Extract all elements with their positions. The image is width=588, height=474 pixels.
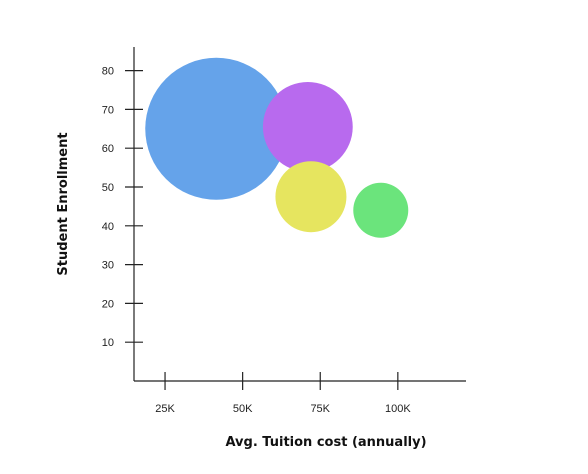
bubble-2 — [262, 81, 353, 172]
y-tick-label: 70 — [102, 104, 114, 116]
y-axis-title: Student Enrollment — [56, 132, 71, 275]
bubble-layer — [145, 57, 409, 238]
y-tick-label: 20 — [102, 298, 114, 310]
x-tick-label: 75K — [310, 403, 330, 415]
y-tick-label: 30 — [102, 260, 114, 272]
y-ticks: 10 20 30 40 50 60 70 80 — [102, 66, 143, 349]
y-tick-label: 40 — [102, 221, 114, 233]
bubble-4 — [353, 182, 409, 238]
x-tick-label: 25K — [155, 403, 175, 415]
x-tick-label: 100K — [385, 403, 411, 415]
y-tick-label: 50 — [102, 182, 114, 194]
y-tick-label: 60 — [102, 143, 114, 155]
x-axis-title: Avg. Tuition cost (annually) — [225, 435, 426, 450]
x-ticks: 25K 50K 75K 100K — [155, 372, 411, 415]
bubble-3 — [275, 161, 347, 233]
bubble-1 — [145, 57, 288, 200]
y-tick-label: 80 — [102, 66, 114, 78]
y-tick-label: 10 — [102, 337, 114, 349]
x-tick-label: 50K — [233, 403, 253, 415]
